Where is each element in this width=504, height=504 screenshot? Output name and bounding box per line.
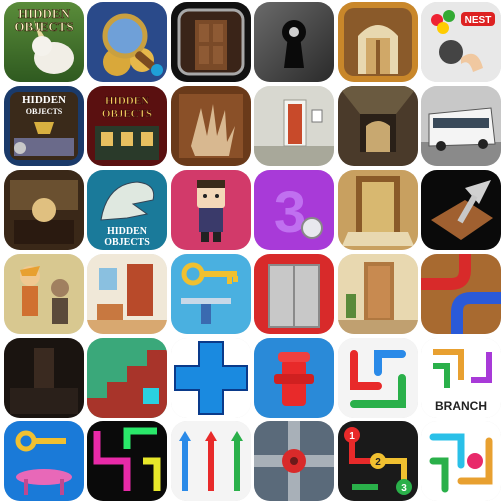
step-number: 1	[349, 431, 355, 442]
hidden-objects-mansion-icon[interactable]: HIDDEN OBJECTS	[87, 86, 167, 166]
sepia-mansion-icon[interactable]	[4, 170, 84, 250]
color-lines-icon[interactable]	[338, 338, 418, 418]
pastel-lines-icon[interactable]	[421, 421, 501, 501]
number-three-icon[interactable]: 3	[254, 170, 334, 250]
step-number: 2	[375, 457, 381, 468]
red-door-room-icon[interactable]	[87, 254, 167, 334]
number-glyph: 3	[274, 180, 306, 245]
brand-label: NEST	[465, 15, 492, 26]
cartoon-characters-icon[interactable]	[4, 254, 84, 334]
blue-cross-pipe-icon[interactable]	[171, 338, 251, 418]
fire-hydrant-icon[interactable]	[254, 338, 334, 418]
pipes-puzzle-icon[interactable]	[421, 254, 501, 334]
cartoon-boy-icon[interactable]	[171, 170, 251, 250]
pen-box-icon[interactable]	[421, 170, 501, 250]
tile-title: HIDDEN	[107, 226, 148, 237]
branch-lines-icon[interactable]: BRANCH	[421, 338, 501, 418]
archway-door-icon[interactable]	[338, 2, 418, 82]
tile-title: BRANCH	[435, 399, 487, 413]
keyhole-icon[interactable]	[254, 2, 334, 82]
key-pink-table-icon[interactable]	[4, 421, 84, 501]
house-arrows-icon[interactable]	[171, 421, 251, 501]
tile-title: OBJECTS	[26, 107, 63, 116]
numbered-flow-icon[interactable]: 1 2 3	[338, 421, 418, 501]
golden-key-office-icon[interactable]	[171, 254, 251, 334]
claw-hand-icon[interactable]	[171, 86, 251, 166]
elevator-doors-icon[interactable]	[254, 254, 334, 334]
magnifier-coins-icon[interactable]	[87, 2, 167, 82]
tile-title: HIDDEN	[105, 95, 149, 107]
step-number: 3	[401, 483, 407, 494]
beige-room-door-icon[interactable]	[338, 254, 418, 334]
tile-title: HIDDEN	[22, 94, 66, 106]
tile-title: HIDDEN	[18, 6, 71, 21]
hidden-objects-chandelier-icon[interactable]: HIDDEN OBJECTS	[4, 86, 84, 166]
green-staircase-icon[interactable]	[87, 338, 167, 418]
hidden-objects-dinosaur-icon[interactable]: HIDDEN OBJECTS	[87, 170, 167, 250]
dark-corridor-icon[interactable]	[338, 86, 418, 166]
tile-title: OBJECTS	[14, 19, 73, 34]
white-bus-icon[interactable]	[421, 86, 501, 166]
neon-lines-icon[interactable]	[87, 421, 167, 501]
tile-title: OBJECTS	[104, 237, 150, 248]
wooden-door-frame-icon[interactable]	[171, 2, 251, 82]
metal-pipe-valve-icon[interactable]	[254, 421, 334, 501]
doorway-mat-icon[interactable]	[338, 170, 418, 250]
tile-title: OBJECTS	[102, 108, 152, 120]
white-room-door-icon[interactable]	[254, 86, 334, 166]
candy-tap-icon[interactable]: NEST	[421, 2, 501, 82]
dark-room-icon[interactable]	[4, 338, 84, 418]
hidden-objects-unicorn-icon[interactable]: HIDDEN OBJECTS	[4, 2, 84, 82]
